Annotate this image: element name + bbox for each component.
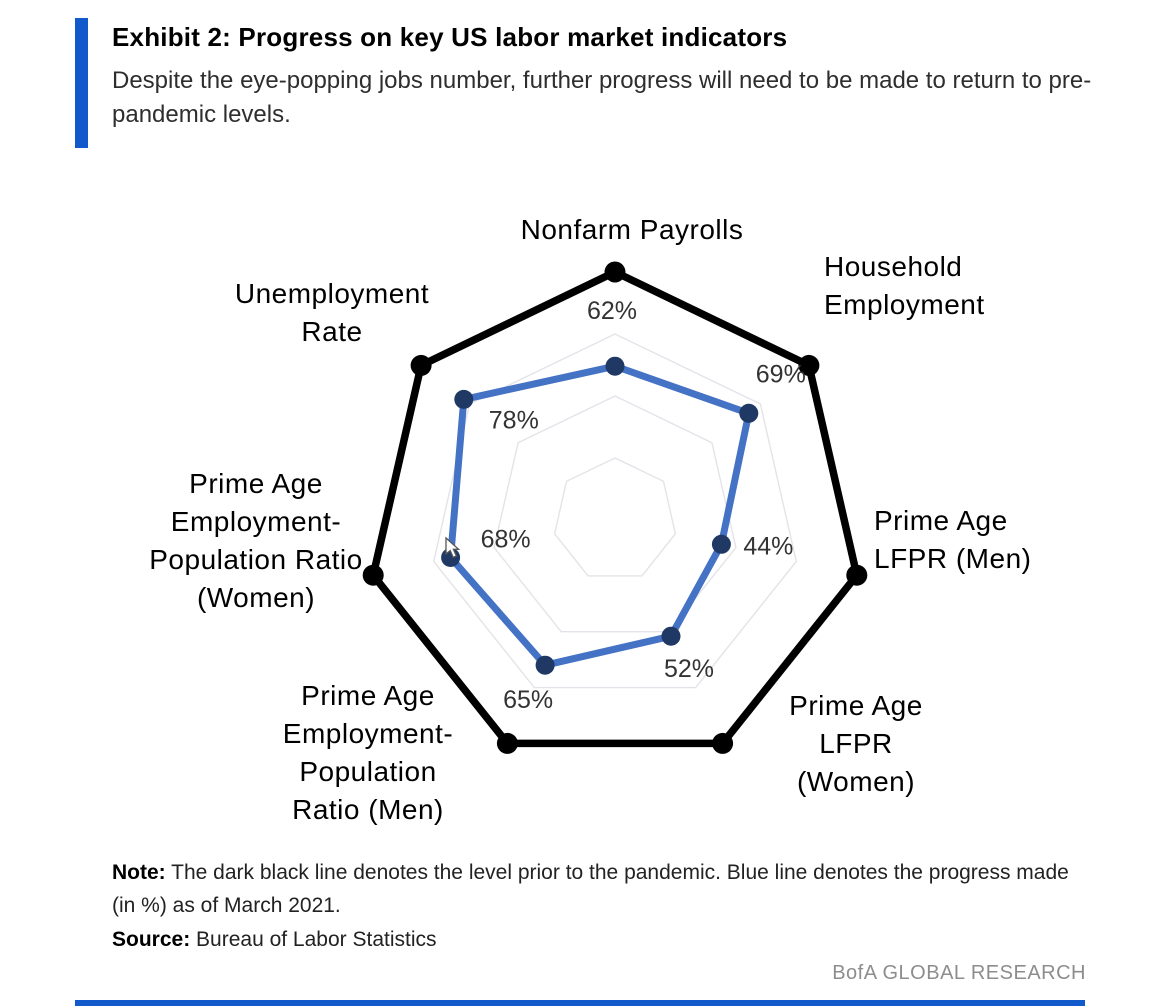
radar-grid: [432, 333, 798, 689]
value-label: 69%: [756, 360, 806, 388]
axis-label: (Women): [797, 766, 915, 797]
axis-label: Nonfarm Payrolls: [521, 214, 744, 245]
footnotes: Note: The dark black line denotes the le…: [112, 856, 1077, 956]
source-line: Source: Bureau of Labor Statistics: [112, 923, 1077, 956]
value-label: 52%: [664, 655, 714, 683]
radar-chart: 62% 69% 44% 52% 65% 68% 78% Nonfarm Payrolls Hou…: [149, 214, 1031, 825]
axis-label: Rate: [301, 316, 362, 347]
axis-label: Unemployment: [235, 278, 429, 309]
source-label: Source:: [112, 928, 191, 951]
mouse-cursor-icon: [445, 536, 461, 559]
brand-text: BofA GLOBAL RESEARCH: [832, 962, 1086, 984]
axis-label: Employment-: [171, 506, 341, 537]
axis-label: Prime Age: [874, 505, 1008, 536]
exhibit-subtitle: Despite the eye-popping jobs number, fur…: [112, 67, 1092, 128]
axis-label: Population Ratio: [149, 544, 362, 575]
value-label: 62%: [587, 297, 637, 325]
source-text: Bureau of Labor Statistics: [196, 928, 437, 951]
series-pre-pandemic: [362, 261, 868, 754]
axis-label: Prime Age: [301, 680, 435, 711]
value-label: 44%: [743, 532, 793, 560]
axis-label: Employment: [824, 289, 985, 320]
axis-label: Ratio (Men): [292, 794, 444, 825]
note-label: Note:: [112, 861, 166, 884]
axis-label: LFPR (Men): [874, 543, 1031, 574]
axis-label: Prime Age: [189, 468, 323, 499]
note-text: The dark black line denotes the level pr…: [112, 861, 1069, 917]
axis-label: Prime Age: [789, 690, 923, 721]
value-label: 65%: [503, 686, 553, 714]
exhibit-title: Exhibit 2: Progress on key US labor mark…: [112, 22, 788, 52]
note-line: Note: The dark black line denotes the le…: [112, 856, 1077, 922]
series-progress: [441, 356, 759, 675]
axis-labels: Nonfarm Payrolls Household Employment Prime…: [149, 214, 1031, 825]
axis-label: LFPR: [819, 728, 893, 759]
exhibit-header: Exhibit 2: Progress on key US labor mark…: [112, 22, 1117, 132]
value-label: 78%: [489, 406, 539, 434]
value-label: 68%: [481, 526, 531, 554]
axis-label: Household: [824, 251, 962, 282]
axis-label: Population: [299, 756, 436, 787]
value-labels: 62% 69% 44% 52% 65% 68% 78%: [481, 297, 806, 714]
radar-chart-container: 62% 69% 44% 52% 65% 68% 78% Nonfarm Payrolls Hou…: [0, 170, 1160, 850]
axis-label: Employment-: [283, 718, 453, 749]
bottom-rule: [75, 1000, 1085, 1006]
exhibit-accent-bar: [75, 18, 88, 148]
axis-label: (Women): [197, 582, 315, 613]
